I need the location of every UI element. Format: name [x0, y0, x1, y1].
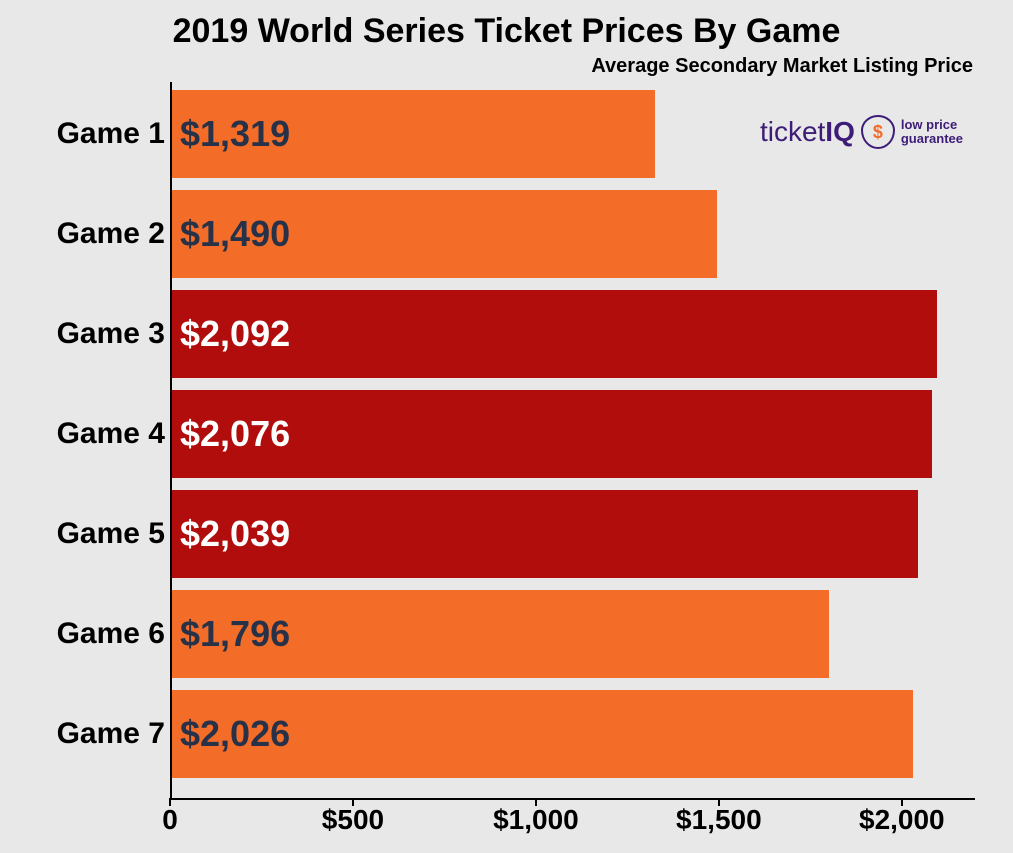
bar-value-label: $2,076: [180, 390, 290, 478]
xtick-label: 0: [162, 804, 178, 836]
xtick-label: $2,000: [859, 804, 945, 836]
badge-glyph: $: [873, 122, 883, 143]
bar-category-label: Game 3: [57, 290, 165, 378]
bar-category-label: Game 4: [57, 390, 165, 478]
ticketiq-logo: ticketIQ $ low price guarantee: [760, 115, 963, 149]
xtick-label: $1,500: [676, 804, 762, 836]
xtick-label: $500: [322, 804, 384, 836]
tagline-2: guarantee: [901, 131, 963, 146]
logo-text-left: ticket: [760, 116, 825, 147]
bar-value-label: $2,039: [180, 490, 290, 578]
bar-category-label: Game 2: [57, 190, 165, 278]
bar-value-label: $1,319: [180, 90, 290, 178]
bar-value-label: $1,796: [180, 590, 290, 678]
logo-text-right: IQ: [825, 116, 855, 147]
bar-value-label: $2,026: [180, 690, 290, 778]
xtick-label: $1,000: [493, 804, 579, 836]
bar-category-label: Game 1: [57, 90, 165, 178]
bar-category-label: Game 6: [57, 590, 165, 678]
bar-category-label: Game 7: [57, 690, 165, 778]
bar-value-label: $1,490: [180, 190, 290, 278]
guarantee-badge-icon: $: [861, 115, 895, 149]
chart-container: 2019 World Series Ticket Prices By Game …: [0, 0, 1013, 853]
x-axis: [170, 798, 975, 800]
plot-area: 0$500$1,000$1,500$2,000: [170, 82, 975, 800]
chart-subtitle: Average Secondary Market Listing Price: [591, 55, 973, 78]
logo-wordmark: ticketIQ: [760, 116, 855, 148]
chart-title: 2019 World Series Ticket Prices By Game: [0, 12, 1013, 51]
bar-value-label: $2,092: [180, 290, 290, 378]
bar-category-label: Game 5: [57, 490, 165, 578]
logo-tagline: low price guarantee: [901, 118, 963, 145]
